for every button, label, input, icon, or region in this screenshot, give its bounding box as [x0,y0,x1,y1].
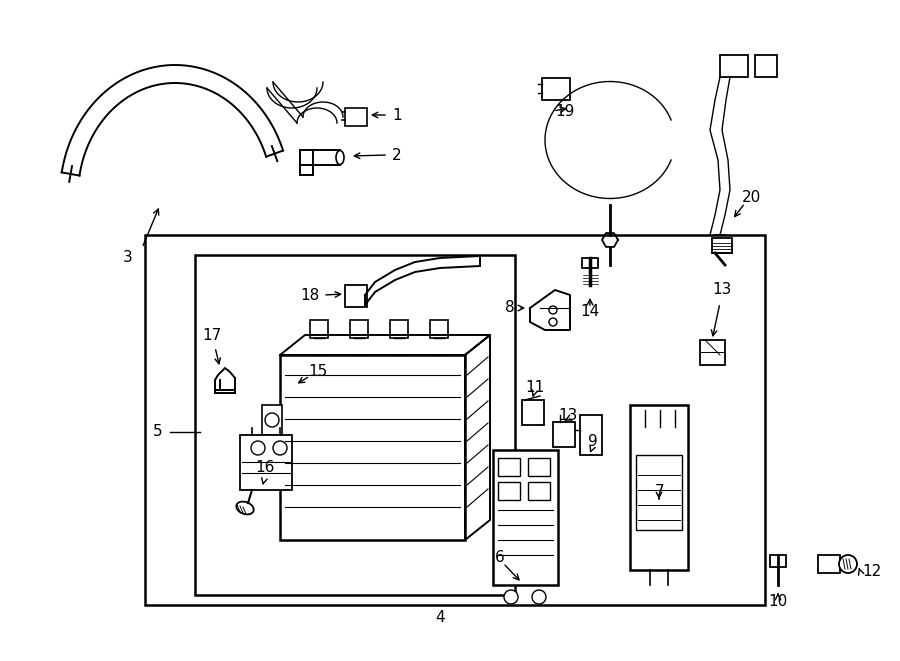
Bar [580,415,602,455]
Bar [345,285,367,307]
Text: 19: 19 [555,104,574,120]
Bar [493,450,558,585]
Bar [553,422,575,447]
Bar [522,400,544,425]
Text: 9: 9 [588,434,598,449]
Bar [310,320,328,338]
Bar [528,458,550,476]
Bar [195,255,515,595]
Text: 13: 13 [712,282,732,297]
Bar [542,78,570,100]
Bar [498,482,520,500]
Circle shape [549,318,557,326]
Circle shape [251,441,265,455]
Circle shape [504,590,518,604]
Bar [430,320,448,338]
Text: 3: 3 [123,251,133,266]
Bar [262,455,282,485]
Text: 10: 10 [769,594,788,609]
Text: 13: 13 [558,407,578,422]
Text: 18: 18 [301,288,320,303]
Bar [498,458,520,476]
Text: 1: 1 [392,108,401,122]
Bar [240,435,292,490]
Circle shape [532,590,546,604]
Text: 5: 5 [153,424,163,440]
Text: 6: 6 [495,551,505,566]
Bar [700,340,725,365]
Text: 16: 16 [256,461,274,475]
Text: 14: 14 [580,305,599,319]
Circle shape [549,306,557,314]
Circle shape [265,413,279,427]
Bar [582,258,598,268]
Text: 20: 20 [742,190,761,204]
Bar [280,355,465,540]
Text: 2: 2 [392,147,401,163]
Bar [528,482,550,500]
Bar [720,55,748,77]
Bar [818,555,840,573]
Text: 12: 12 [862,564,881,580]
Bar [145,235,765,605]
Bar [636,455,682,530]
Circle shape [265,463,279,477]
Text: 7: 7 [655,485,665,500]
Ellipse shape [237,502,254,514]
Bar [350,320,368,338]
Text: 15: 15 [309,364,328,379]
Text: 8: 8 [506,301,515,315]
Bar [755,55,777,77]
Bar [345,108,367,126]
Ellipse shape [336,151,344,165]
Text: 4: 4 [436,611,445,625]
Circle shape [839,555,857,573]
Bar [262,405,282,435]
Bar [390,320,408,338]
Bar [712,238,732,253]
Text: 17: 17 [202,327,221,342]
Bar [630,405,688,570]
Circle shape [273,441,287,455]
Text: 11: 11 [526,381,544,395]
Bar [770,555,786,567]
